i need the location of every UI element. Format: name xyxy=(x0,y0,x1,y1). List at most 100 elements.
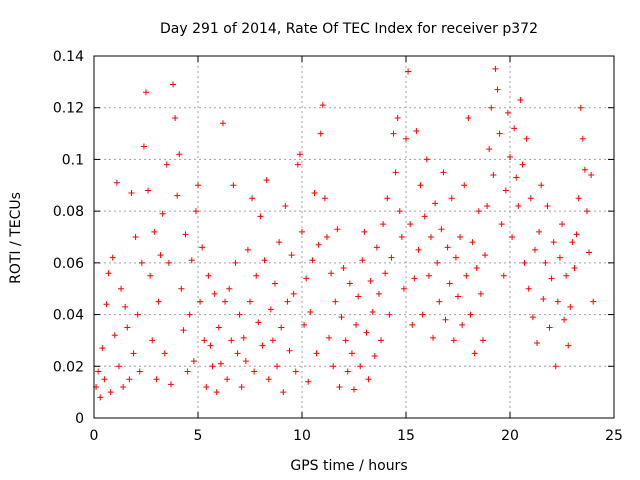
ticks-layer xyxy=(93,55,615,419)
data-point xyxy=(153,376,160,383)
data-point xyxy=(579,135,586,142)
data-point xyxy=(165,259,172,266)
data-point xyxy=(159,210,166,217)
data-point xyxy=(161,350,168,357)
data-point xyxy=(120,383,127,390)
x-tick-label: 10 xyxy=(293,428,311,444)
data-point xyxy=(567,303,574,310)
data-point xyxy=(253,272,260,279)
data-point xyxy=(176,151,183,158)
data-point xyxy=(488,104,495,111)
data-point xyxy=(126,376,133,383)
data-point xyxy=(338,314,345,321)
data-point xyxy=(174,192,181,199)
data-point xyxy=(375,290,382,297)
data-point xyxy=(536,228,543,235)
data-point xyxy=(409,321,416,328)
data-point xyxy=(398,234,405,240)
data-point xyxy=(457,234,464,240)
y-tick-label: 0.02 xyxy=(53,359,84,375)
data-point xyxy=(590,298,597,305)
data-point xyxy=(207,342,214,349)
data-point xyxy=(282,202,289,209)
data-point xyxy=(365,376,372,383)
data-point xyxy=(384,195,391,202)
data-point xyxy=(240,334,247,341)
data-point xyxy=(199,244,206,251)
data-point xyxy=(444,244,451,251)
data-point xyxy=(394,115,401,122)
data-point xyxy=(109,254,116,261)
data-point xyxy=(432,200,439,207)
data-point xyxy=(238,383,245,390)
data-point xyxy=(378,337,385,344)
data-point xyxy=(228,337,235,344)
data-point xyxy=(136,368,143,375)
data-point xyxy=(155,298,162,305)
data-point xyxy=(357,363,364,370)
y-tick-label: 0.08 xyxy=(53,204,84,220)
data-point xyxy=(122,303,129,310)
data-point xyxy=(392,169,399,176)
data-point xyxy=(217,360,224,367)
data-point xyxy=(448,195,455,202)
data-point xyxy=(222,298,229,305)
data-point xyxy=(583,208,590,215)
data-point xyxy=(294,161,301,168)
data-point xyxy=(145,187,152,194)
data-point xyxy=(442,316,449,323)
data-point xyxy=(215,324,222,331)
data-point xyxy=(124,324,131,331)
data-point xyxy=(134,311,141,318)
data-point xyxy=(556,254,563,261)
data-point xyxy=(459,321,466,328)
data-point xyxy=(128,190,135,197)
data-point xyxy=(548,275,555,282)
data-point xyxy=(527,195,534,202)
data-point xyxy=(396,208,403,215)
data-point xyxy=(271,280,278,287)
data-point xyxy=(195,182,201,189)
data-point xyxy=(517,96,524,103)
data-point xyxy=(113,179,120,186)
data-point xyxy=(475,208,482,215)
data-point xyxy=(309,257,316,264)
data-point xyxy=(388,254,395,261)
data-point xyxy=(361,228,368,235)
data-point xyxy=(525,285,532,292)
data-point xyxy=(386,311,393,318)
data-point xyxy=(588,171,595,178)
data-point xyxy=(167,381,174,388)
data-point xyxy=(367,277,374,284)
data-point xyxy=(311,190,318,197)
data-point xyxy=(469,239,476,246)
data-point xyxy=(111,332,118,339)
data-point xyxy=(242,358,249,365)
data-point xyxy=(292,368,299,375)
data-point xyxy=(348,350,355,357)
data-point xyxy=(421,213,428,220)
data-point xyxy=(203,383,210,390)
data-point xyxy=(263,177,270,184)
data-point xyxy=(192,208,199,215)
data-point xyxy=(504,109,511,116)
data-point xyxy=(467,311,474,318)
data-point xyxy=(284,298,291,305)
data-point xyxy=(529,314,536,321)
data-point xyxy=(581,166,588,173)
data-point xyxy=(267,306,274,313)
data-point xyxy=(257,213,264,220)
data-point xyxy=(419,311,426,318)
data-point xyxy=(425,272,432,279)
data-point xyxy=(305,378,312,385)
data-point xyxy=(97,394,104,401)
data-point xyxy=(290,290,297,297)
data-point xyxy=(172,115,179,122)
data-point xyxy=(496,130,503,137)
data-point xyxy=(463,272,470,279)
data-point xyxy=(494,86,501,93)
data-point xyxy=(559,221,565,228)
data-point xyxy=(307,308,314,315)
data-point xyxy=(540,296,547,303)
data-point xyxy=(184,368,191,375)
